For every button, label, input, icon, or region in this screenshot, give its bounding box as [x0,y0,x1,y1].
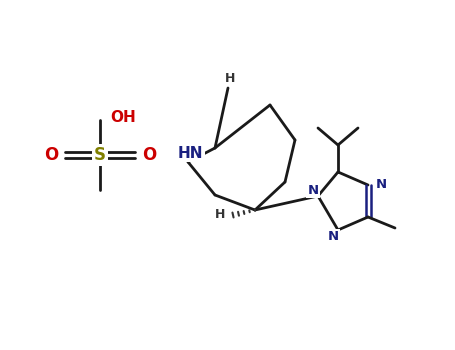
Text: H: H [215,209,225,222]
Text: H: H [225,71,235,84]
Text: N: N [376,178,387,191]
Text: O: O [142,146,156,164]
Text: HN: HN [177,146,203,161]
Text: N: N [328,231,339,244]
Text: S: S [94,146,106,164]
Text: OH: OH [110,110,136,125]
Text: N: N [308,183,318,196]
Text: O: O [44,146,58,164]
